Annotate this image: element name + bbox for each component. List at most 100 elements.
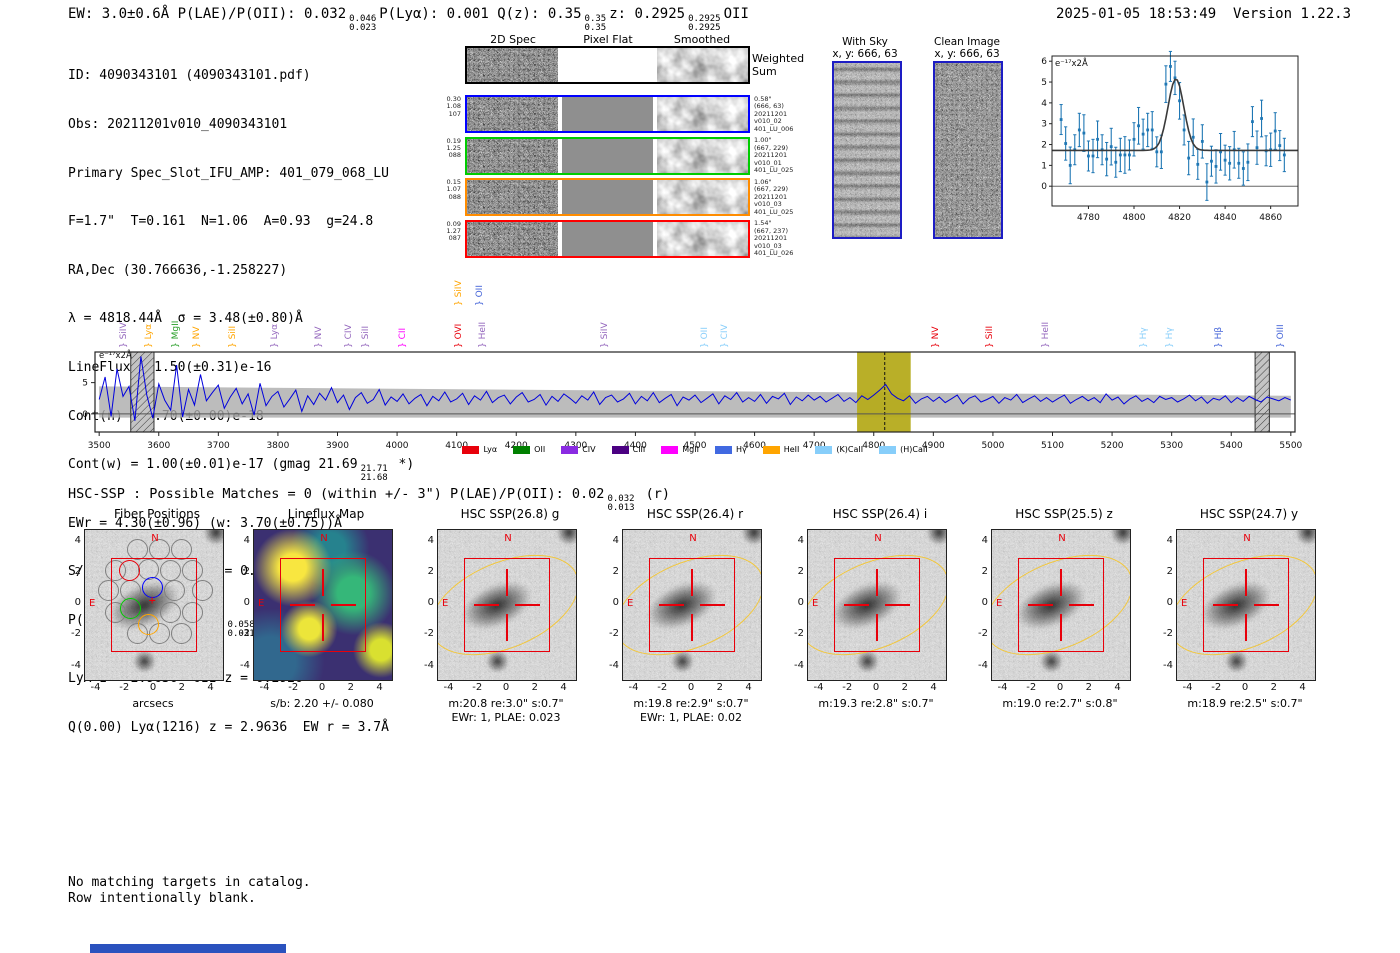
weighted-sum-label: Weighted Sum xyxy=(752,52,805,78)
axis-tick-label: 4 xyxy=(560,682,567,693)
legend-item: HeII xyxy=(762,445,799,454)
axis-tick-label: 4 xyxy=(1299,682,1306,693)
cutout-panel-lineflux-map: Lineflux Map N E -4 -4 -2 -2 0 0 2 2 4 4 s/b: 2.2… xyxy=(228,507,398,711)
svg-text:4000: 4000 xyxy=(386,441,409,451)
with-sky-image xyxy=(832,61,902,239)
fiber-circle xyxy=(182,602,204,623)
axis-tick-label: -2 xyxy=(1163,628,1173,640)
header-ew: EW: 3.0±0.6Å P(LAE)/P(OII): 0.032 xyxy=(68,6,347,22)
cutout-panel-hsc-r: HSC SSP(26.4) r N E -4 -4 -2 -2 0 0 2 2 4 4 m:19.… xyxy=(597,507,767,725)
axis-tick-label: 4 xyxy=(745,682,752,693)
cutout-title: HSC SSP(26.8) g xyxy=(460,507,560,521)
extraction-box xyxy=(833,558,921,652)
axis-tick-label: 0 xyxy=(687,682,695,693)
cutout-title: HSC SSP(24.7) y xyxy=(1199,507,1299,521)
cutout-caption: m:18.9 re:2.5" s:0.7" xyxy=(1187,697,1303,710)
axis-tick-label: -2 xyxy=(1211,682,1222,693)
fiber-circle xyxy=(164,579,186,601)
header-z-classification: OII xyxy=(723,6,749,22)
emission-line-label: } HeII xyxy=(1040,321,1051,348)
axis-tick-label: 4 xyxy=(1114,682,1121,693)
axis-tick-label: -4 xyxy=(240,659,250,671)
axis-tick-label: 4 xyxy=(74,534,81,546)
svg-text:3900: 3900 xyxy=(326,441,349,451)
axis-tick-label: 0 xyxy=(1166,597,1173,608)
svg-text:5: 5 xyxy=(82,379,88,389)
axis-tick-label: 0 xyxy=(612,597,619,608)
legend-item: CIII xyxy=(611,445,645,454)
info-line-contw: Cont(w) = 1.00(±0.01)e-17 (gmag 21.69 21.… xyxy=(68,457,415,484)
axis-tick-label: -2 xyxy=(424,628,434,640)
spec2d-cell-smoothed xyxy=(657,97,748,131)
axis-tick-label: 4 xyxy=(376,682,383,693)
svg-text:4900: 4900 xyxy=(922,441,945,451)
spec2d-cell-pixelflat xyxy=(562,97,653,131)
fiber-circle xyxy=(120,597,141,619)
spec2d-row xyxy=(465,178,750,216)
svg-text:3: 3 xyxy=(1041,120,1047,130)
spec2d-row-left-label: 0.09 1.27 087 xyxy=(446,219,461,243)
hsc-match-line: HSC-SSP : Possible Matches = 0 (within +… xyxy=(68,486,671,513)
axis-tick-label: 2 xyxy=(427,565,434,577)
legend-swatch xyxy=(611,445,629,454)
legend-item: Lyα xyxy=(462,445,497,454)
footer-blue-bar xyxy=(90,944,286,953)
spec2d-cell-2dspec xyxy=(467,97,558,131)
fiber-circle xyxy=(98,579,119,601)
axis-tick-label: 0 xyxy=(427,597,434,608)
axis-tick-label: 0 xyxy=(318,682,326,693)
legend-swatch xyxy=(879,445,897,454)
axis-tick-label: 4 xyxy=(243,534,250,546)
svg-text:4840: 4840 xyxy=(1214,213,1237,223)
axis-tick-label: -4 xyxy=(259,682,270,693)
plae-fraction: 0.046 0.023 xyxy=(349,14,377,33)
cutout-panel-fiber-positions: Fiber Positions N E + -4 -4 -2 -2 0 0 2 2 4 4 arc… xyxy=(59,507,229,711)
axis-tick-label: 4 xyxy=(981,534,988,546)
cutout-panel-hsc-y: HSC SSP(24.7) y N E -4 -4 -2 -2 0 0 2 2 4 4 m:18.… xyxy=(1151,507,1321,711)
legend-swatch xyxy=(561,445,579,454)
emission-line-label: } Hβ xyxy=(1213,326,1224,348)
svg-text:4500: 4500 xyxy=(684,441,707,451)
lineflux-map-image: N E xyxy=(253,529,393,681)
axis-tick-label: 0 xyxy=(981,597,988,608)
legend-swatch xyxy=(815,445,833,454)
cutout-caption: m:19.8 re:2.9" s:0.7" EWr: 1, PLAE: 0.02 xyxy=(633,697,749,724)
axis-tick-label: 2 xyxy=(612,565,619,577)
info-line: RA,Dec (30.766636,-1.258227) xyxy=(68,262,288,278)
spec2d-row-left-label: 0.19 1.25 088 xyxy=(446,136,461,160)
spec2d-row xyxy=(465,136,750,175)
axis-tick-label: -4 xyxy=(628,682,639,693)
svg-text:4820: 4820 xyxy=(1168,213,1191,223)
fiber-circle xyxy=(138,614,159,635)
svg-text:4800: 4800 xyxy=(862,441,885,451)
spec2d-cell-2dspec xyxy=(467,180,558,214)
axis-tick-label: 2 xyxy=(531,682,538,693)
clean-image-title: Clean Image x, y: 666, 63 xyxy=(933,36,1001,60)
svg-text:5000: 5000 xyxy=(981,441,1004,451)
hsc-i-image: N E xyxy=(807,529,947,681)
svg-text:0: 0 xyxy=(82,410,88,420)
emission-line-label: } OIII xyxy=(1276,324,1287,348)
clean-image xyxy=(933,61,1003,239)
axis-tick-label: 0 xyxy=(74,597,81,608)
spec2d-row-right-label: 1.54" (667, 237) 20211201 v010_03 401_LU_026 xyxy=(754,219,794,257)
svg-text:4600: 4600 xyxy=(743,441,766,451)
fiber-circle xyxy=(191,579,213,601)
svg-text:4800: 4800 xyxy=(1123,213,1146,223)
spectrum-legend: Lyα OII CIV CIII MgII Hγ HeII (K)CaII (H)CaII xyxy=(95,445,1295,454)
axis-tick-label: 2 xyxy=(1270,682,1277,693)
emission-line-label: } NV xyxy=(191,326,202,348)
axis-tick-label: -4 xyxy=(443,682,454,693)
hsc-r-image: N E xyxy=(622,529,762,681)
info-line: Obs: 20211201v010_4090343101 xyxy=(68,117,288,133)
axis-tick-label: -2 xyxy=(119,682,130,693)
cutout-title: Fiber Positions xyxy=(113,507,201,521)
axis-tick-label: 0 xyxy=(872,682,880,693)
svg-text:4860: 4860 xyxy=(1259,213,1282,223)
header-stats: EW: 3.0±0.6Å P(LAE)/P(OII): 0.032 0.046 0.… xyxy=(68,6,749,33)
spec2d-cell-smoothed xyxy=(657,48,748,82)
axis-tick-label: 2 xyxy=(1085,682,1092,693)
fiber-circle xyxy=(118,560,140,581)
cutout-panel-hsc-g: HSC SSP(26.8) g N E -4 -4 -2 -2 0 0 2 2 4 4 m:20.… xyxy=(412,507,582,725)
svg-text:5300: 5300 xyxy=(1160,441,1183,451)
